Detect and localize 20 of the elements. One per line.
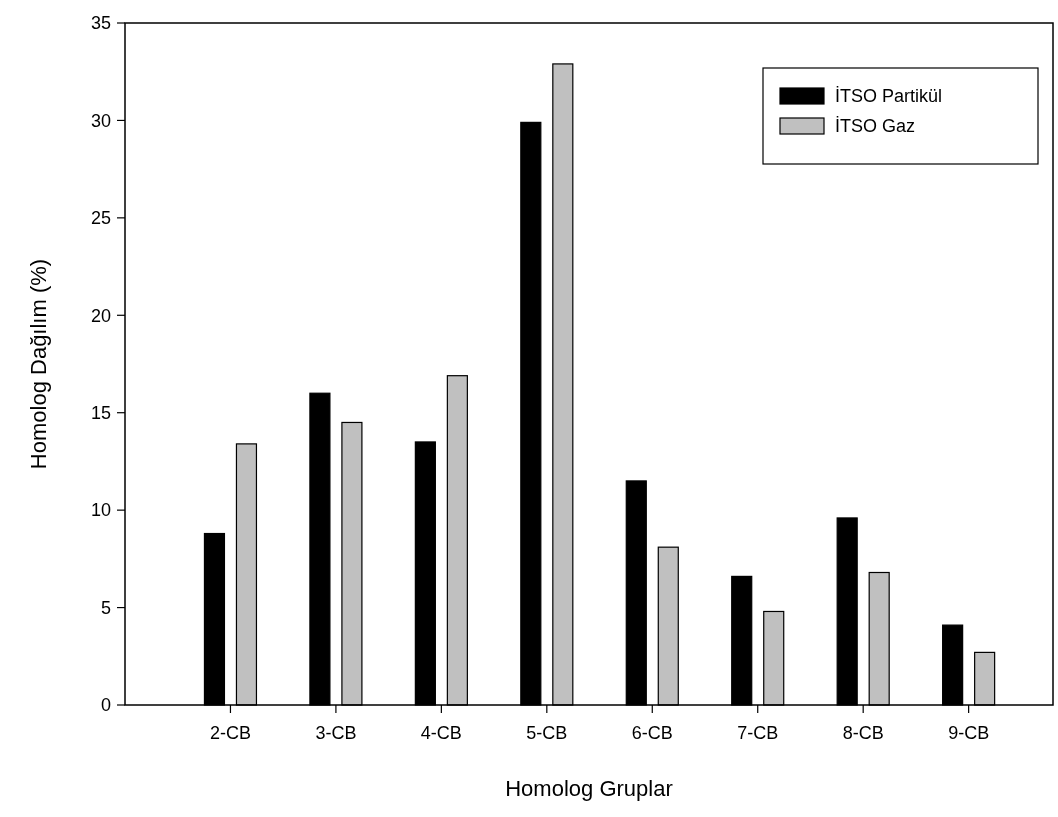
y-axis-title: Homolog Dağılım (%) bbox=[26, 258, 51, 470]
y-tick-label: 0 bbox=[100, 695, 111, 716]
x-tick-label: 5-CB bbox=[526, 723, 568, 743]
y-tick-label: 30 bbox=[90, 110, 111, 131]
x-tick-label: 8-CB bbox=[842, 723, 884, 743]
y-tick-label: 35 bbox=[90, 13, 111, 34]
x-tick-label: 2-CB bbox=[209, 723, 251, 743]
legend-label: İTSO Partikül bbox=[835, 86, 943, 107]
x-tick-label: 4-CB bbox=[420, 723, 462, 743]
x-tick-label: 7-CB bbox=[737, 723, 779, 743]
x-tick-label: 3-CB bbox=[315, 723, 357, 743]
y-tick-label: 25 bbox=[90, 208, 111, 229]
y-tick-label: 5 bbox=[100, 597, 111, 618]
x-tick-label: 6-CB bbox=[631, 723, 673, 743]
y-tick-label: 10 bbox=[90, 500, 111, 521]
x-axis-title: Homolog Gruplar bbox=[505, 776, 673, 801]
legend-label: İTSO Gaz bbox=[835, 116, 916, 137]
x-tick-label: 9-CB bbox=[948, 723, 990, 743]
y-tick-label: 15 bbox=[90, 403, 111, 424]
y-tick-label: 20 bbox=[90, 305, 111, 326]
